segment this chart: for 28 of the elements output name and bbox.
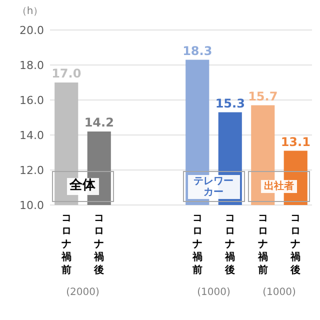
x-tick-label: コロナ禍前 — [256, 213, 268, 276]
data-label: 17.0 — [52, 66, 82, 80]
x-tick-label: コロナ禍後 — [224, 213, 236, 276]
group-label-box: テレワーカー — [182, 170, 245, 202]
annotation: テレワーカー — [188, 174, 240, 199]
x-tick-label: コロナ禍後 — [93, 213, 104, 276]
y-tick-label: 14.0 — [20, 129, 44, 142]
group-label-box: 全体 — [52, 170, 114, 202]
data-label: 15.7 — [248, 89, 278, 104]
text: (2000) — [65, 287, 100, 298]
text: (1000) — [196, 287, 232, 298]
y-tick-label: 18.0 — [20, 59, 44, 72]
data-label: 15.3 — [215, 96, 245, 110]
annotation: 全体 — [66, 178, 99, 195]
y-tick-label: 20.0 — [20, 24, 44, 37]
data-label: 13.1 — [280, 134, 310, 149]
data-label: 14.2 — [84, 116, 114, 130]
x-tick-label: コロナ禍前 — [191, 213, 202, 276]
group-label-box: 出社者 — [248, 170, 310, 202]
text: (1000) — [262, 287, 297, 298]
x-tick-label: コロナ禍後 — [290, 213, 301, 276]
x-tick-label: コロナ禍前 — [60, 213, 72, 276]
y-tick-label: 12.0 — [20, 164, 44, 177]
y-axis-title: （h） — [16, 6, 44, 17]
y-tick-label: 16.0 — [20, 94, 44, 107]
annotation: 出社者 — [261, 180, 298, 194]
y-tick-label: 10.0 — [20, 199, 44, 212]
data-label: 18.3 — [182, 44, 212, 58]
